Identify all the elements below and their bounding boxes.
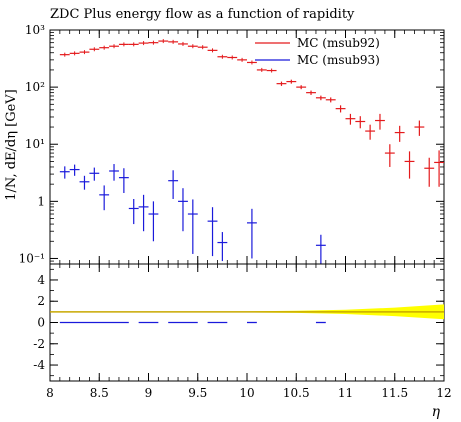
ratio-y-tick-label: -2 <box>33 337 45 351</box>
main-plot-frame <box>49 29 445 265</box>
ratio-y-tick-label: 2 <box>37 294 45 308</box>
x-tick-label: 10 <box>239 386 254 400</box>
ratio-panel: 8 8.5 9 9.5 10 10.5 11 11.5 12 -4 -2 0 2 4 <box>33 263 452 400</box>
y-tick-label: 10¹ <box>25 137 45 151</box>
x-tick-label: 12 <box>436 386 451 400</box>
ratio-y-tick-label: 0 <box>37 316 45 330</box>
y-tick-label: 1 <box>37 194 45 208</box>
x-tick-label: 8 <box>46 386 54 400</box>
y-axis-label: 1/N, dE/dη [GeV] <box>4 89 19 201</box>
y-tick-label: 10⁻¹ <box>19 251 45 265</box>
x-tick-label: 11 <box>338 386 353 400</box>
legend: MC (msub92) MC (msub93) <box>255 36 380 67</box>
x-tick-label: 8.5 <box>90 386 109 400</box>
x-tick-label: 11.5 <box>381 386 408 400</box>
y-tick-label: 10² <box>25 80 45 94</box>
x-tick-label: 9.5 <box>188 386 207 400</box>
ratio-y-tick-label: -4 <box>33 358 45 372</box>
chart-title: ZDC Plus energy flow as a function of ra… <box>50 7 355 22</box>
legend-label-series-1: MC (msub92) <box>297 36 380 50</box>
ratio-y-tick-label: 4 <box>37 273 45 287</box>
legend-label-series-2: MC (msub93) <box>297 53 380 67</box>
y-tick-label: 10³ <box>25 23 45 37</box>
x-axis-label: η <box>432 404 441 420</box>
x-tick-label: 10.5 <box>283 386 310 400</box>
x-tick-label: 9 <box>145 386 153 400</box>
main-panel: 10⁻¹ 1 10¹ 10² 10³ <box>19 23 445 381</box>
